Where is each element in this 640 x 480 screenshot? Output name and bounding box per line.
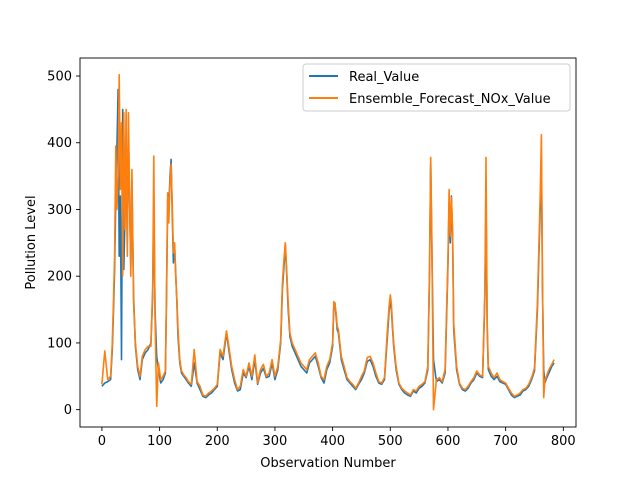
y-tick-label: 400 xyxy=(47,136,72,151)
series-line-0 xyxy=(101,88,555,399)
y-tick-label: 300 xyxy=(47,203,72,218)
series-layer xyxy=(101,73,555,411)
y-tick-label: 200 xyxy=(47,270,72,285)
x-axis-label: Observation Number xyxy=(260,456,396,471)
x-tick-label: 700 xyxy=(493,434,518,449)
plot-frame xyxy=(79,57,577,428)
x-tick-label: 400 xyxy=(320,434,345,449)
y-axis-label: Pollution Level xyxy=(24,195,39,289)
x-tick-label: 800 xyxy=(551,434,576,449)
x-axis-ticks: 0 100 200 300 400 500 600 700 800 xyxy=(98,427,576,449)
legend-label-real-value: Real_Value xyxy=(349,70,419,85)
series-line-1 xyxy=(101,73,555,411)
y-tick-label: 500 xyxy=(47,70,72,85)
y-tick-label: 100 xyxy=(47,336,72,351)
x-tick-label: 600 xyxy=(436,434,461,449)
x-tick-label: 100 xyxy=(147,434,172,449)
legend-box xyxy=(302,63,571,112)
x-tick-label: 0 xyxy=(98,434,106,449)
y-tick-label: 0 xyxy=(64,403,72,418)
x-tick-label: 200 xyxy=(205,434,230,449)
legend: Real_Value Ensemble_Forecast_NOx_Value xyxy=(302,63,571,112)
x-tick-label: 300 xyxy=(263,434,288,449)
x-tick-label: 500 xyxy=(378,434,403,449)
legend-label-ensemble-forecast: Ensemble_Forecast_NOx_Value xyxy=(349,92,551,107)
y-axis-ticks: 0 100 200 300 400 500 xyxy=(47,70,80,418)
